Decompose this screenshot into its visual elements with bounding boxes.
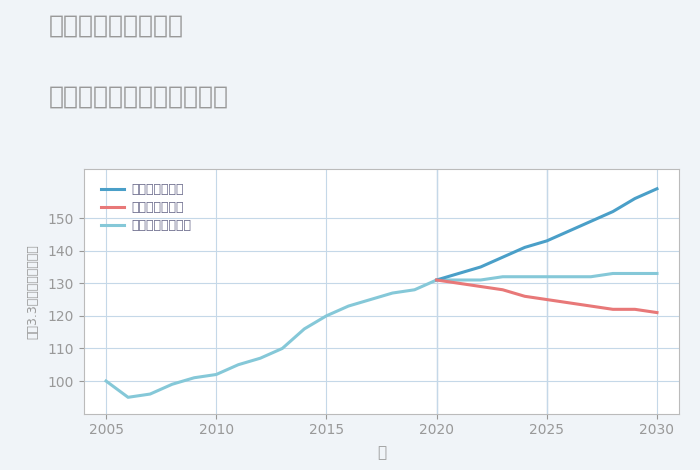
X-axis label: 年: 年 [377, 446, 386, 461]
Text: 中古マンションの価格推移: 中古マンションの価格推移 [49, 85, 229, 109]
Text: 兵庫県播磨高岡駅の: 兵庫県播磨高岡駅の [49, 14, 184, 38]
Legend: グッドシナリオ, バッドシナリオ, ノーマルシナリオ: グッドシナリオ, バッドシナリオ, ノーマルシナリオ [96, 178, 196, 237]
Y-axis label: 坪（3.3㎡）単価（万円）: 坪（3.3㎡）単価（万円） [27, 244, 39, 339]
